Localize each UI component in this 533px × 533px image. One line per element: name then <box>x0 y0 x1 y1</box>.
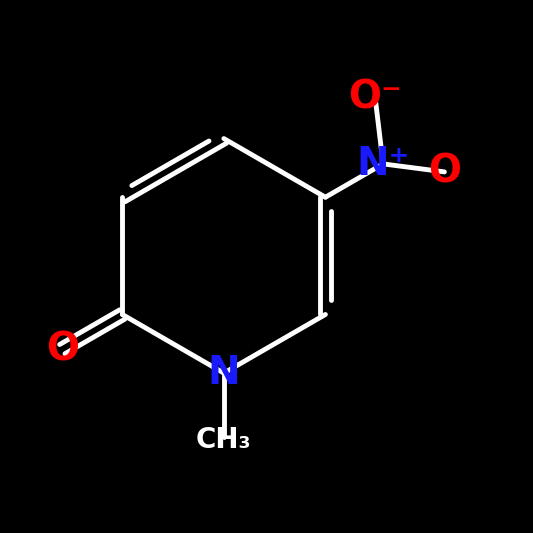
Text: CH₃: CH₃ <box>196 426 252 454</box>
Text: O⁻: O⁻ <box>348 78 402 116</box>
Text: O: O <box>46 330 79 368</box>
Text: N⁺: N⁺ <box>357 145 410 183</box>
Text: N: N <box>207 354 240 392</box>
Text: O: O <box>428 153 461 191</box>
